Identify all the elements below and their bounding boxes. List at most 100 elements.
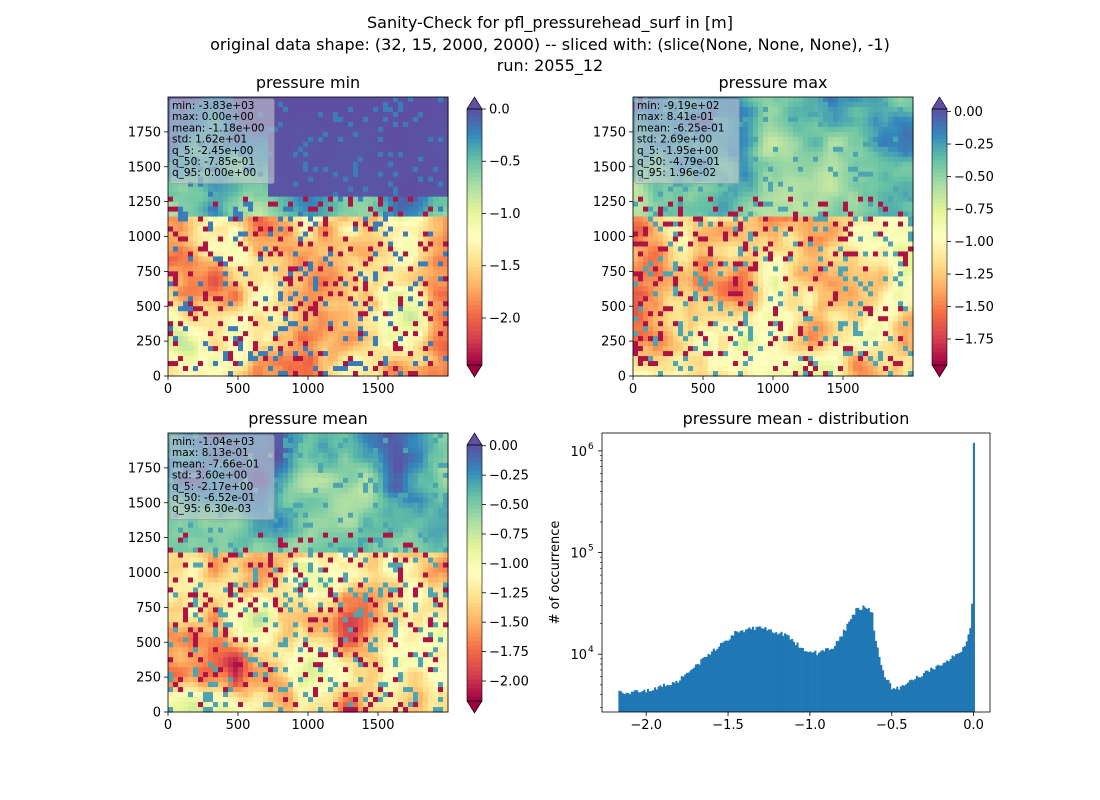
heatmap-cell [838,116,844,123]
heatmap-cell [818,186,824,193]
colorbar-segment [467,143,482,148]
heatmap-cell [848,111,854,118]
heatmap-cell [258,256,264,263]
heatmap-cell [678,211,684,218]
heatmap-cell [273,181,279,188]
heatmap-cell [353,196,359,203]
heatmap-cell [268,341,274,347]
heatmap-cell [858,126,864,133]
heatmap-cell [398,206,404,213]
heatmap-cell [773,97,779,103]
heatmap-cell [278,141,284,148]
heatmap-cell [413,266,419,272]
heatmap-cell [253,231,259,238]
heatmap-cell [198,301,204,307]
heatmap-cell [383,361,389,367]
heatmap-cell [178,361,184,367]
heatmap-cell [863,171,869,178]
heatmap-cell [868,151,874,158]
heatmap-cell [268,241,274,248]
heatmap-cell [418,371,424,377]
heatmap-cell [263,226,269,233]
heatmap-cell [358,241,364,248]
heatmap-cell [433,336,439,342]
heatmap-cell [723,181,729,188]
heatmap-cell [443,286,449,292]
heatmap-cell [373,361,379,367]
heatmap-cell [313,311,319,317]
heatmap-cell [743,156,749,163]
heatmap-cell [738,211,744,218]
heatmap-cell [298,246,304,253]
heatmap-cell [418,256,424,263]
heatmap-cell [663,221,669,228]
heatmap-cell [428,276,434,282]
heatmap-cell [313,231,319,238]
heatmap-cell [223,301,229,307]
heatmap-cell [883,131,889,138]
heatmap-cell [423,241,429,248]
heatmap-cell [838,121,844,128]
heatmap-cell [268,291,274,297]
heatmap-cell [428,311,434,317]
heatmap-cell [278,241,284,248]
heatmap-cell [168,361,174,367]
heatmap-cell [198,261,204,267]
heatmap-cell [323,346,329,352]
heatmap-cell [393,236,399,243]
heatmap-cell [358,141,364,148]
heatmap-cell [283,266,289,272]
heatmap-cell [203,216,209,223]
heatmap-cell [638,196,644,203]
heatmap-cell [353,341,359,347]
heatmap-cell [193,326,199,332]
heatmap-cell [198,181,204,188]
heatmap-cell [218,196,224,203]
heatmap-cell [228,361,234,367]
heatmap-cell [903,136,909,143]
heatmap-cell [413,196,419,203]
heatmap-cell [888,111,894,118]
heatmap-cell [678,251,684,258]
heatmap-cell [753,201,759,208]
heatmap-cell [413,331,419,337]
heatmap-cell [878,156,884,163]
heatmap-cell [678,201,684,208]
heatmap-cell [438,181,444,188]
heatmap-cell [633,226,639,233]
heatmap-cell [313,136,319,143]
heatmap-cell [253,236,259,243]
heatmap-cell [673,201,679,208]
heatmap-cell [188,346,194,352]
heatmap-cell [638,251,644,258]
heatmap-cell [338,136,344,143]
heatmap-cell [783,171,789,178]
heatmap-cell [648,241,654,248]
heatmap-cell [313,341,319,347]
heatmap-cell [403,246,409,253]
heatmap-cell [248,211,254,218]
heatmap-cell [423,151,429,158]
heatmap-cell [283,146,289,153]
heatmap-cell [738,97,744,103]
heatmap-cell [878,126,884,133]
heatmap-cell [823,136,829,143]
heatmap-cell [288,111,294,118]
heatmap-cell [403,141,409,148]
heatmap-cell [188,186,194,193]
heatmap-cell [833,196,839,203]
heatmap-cell [303,296,309,302]
heatmap-cell [423,246,429,253]
heatmap-cell [838,181,844,188]
heatmap-cell [263,236,269,243]
heatmap-cell [778,166,784,173]
heatmap-cell [333,146,339,153]
heatmap-cell [773,206,779,213]
heatmap-cell [788,171,794,178]
heatmap-cell [228,321,234,327]
heatmap-cell [168,366,174,372]
heatmap-cell [798,231,804,238]
heatmap-cell [428,356,434,362]
heatmap-cell [673,241,679,248]
heatmap-cell [383,296,389,302]
